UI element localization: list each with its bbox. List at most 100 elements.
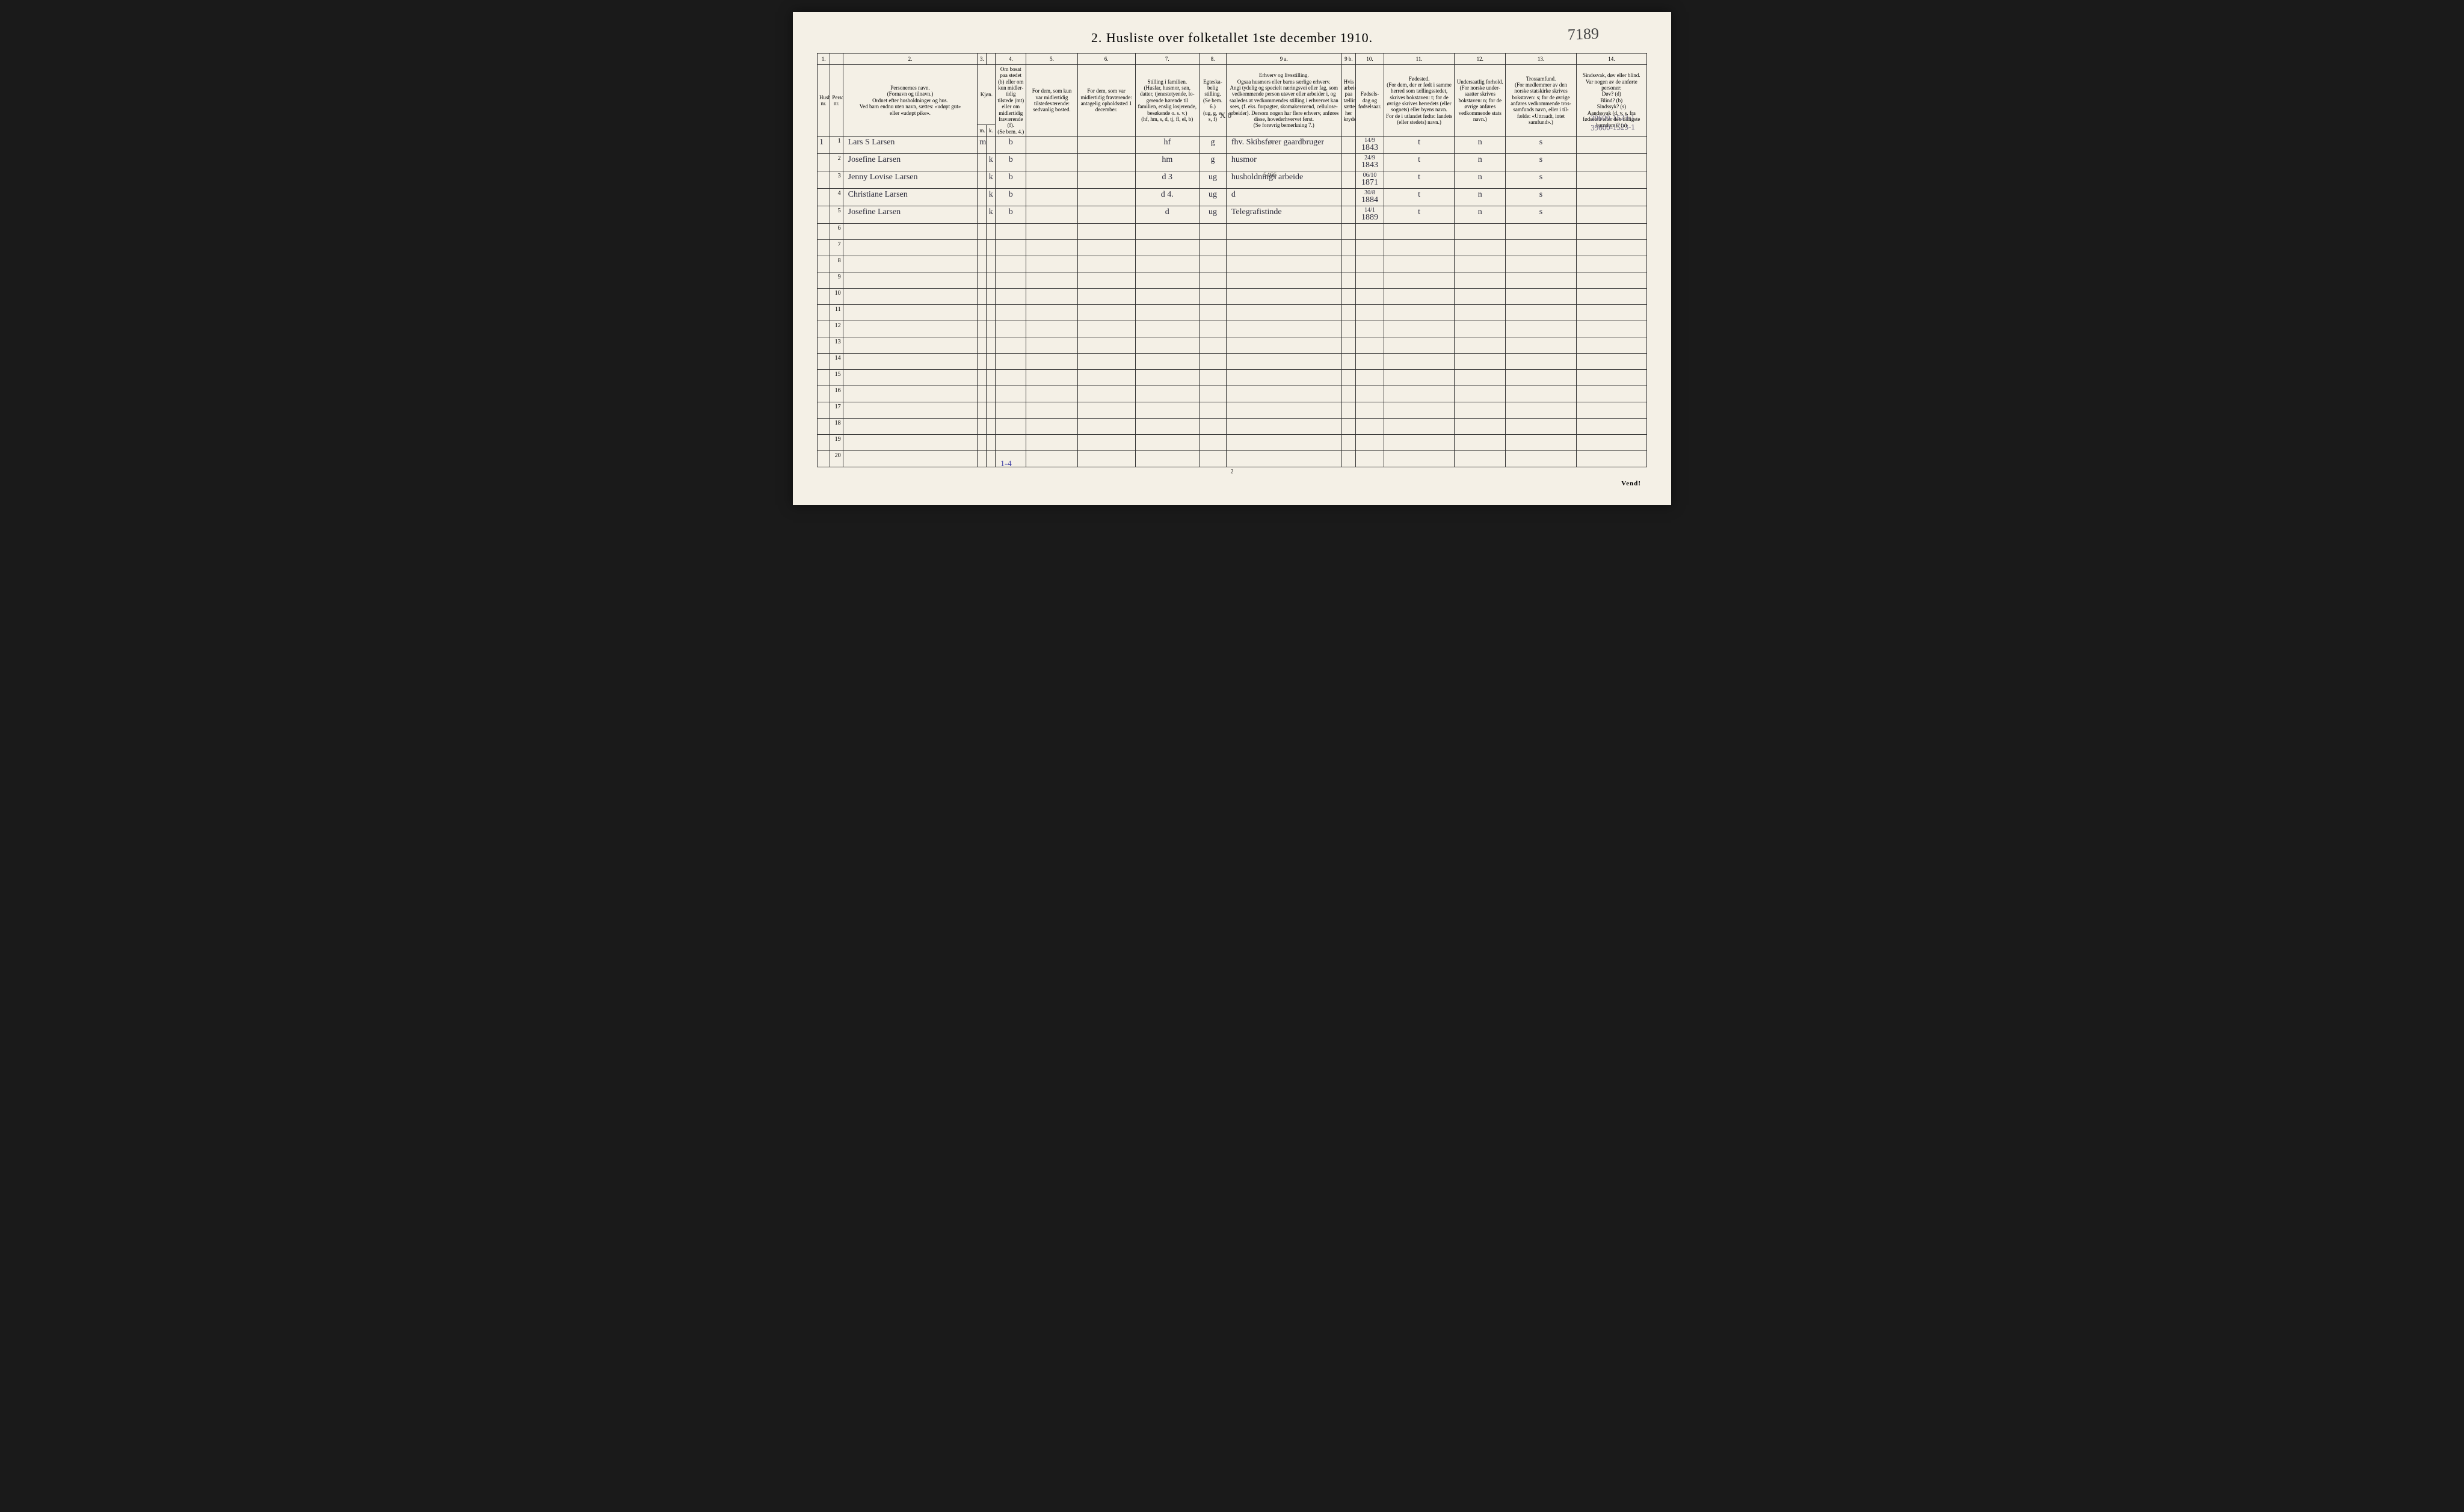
cell-pn: 10 — [830, 289, 843, 305]
cell-m — [978, 154, 987, 171]
cell-pn: 12 — [830, 321, 843, 337]
cell-c5 — [1026, 137, 1077, 154]
cell-c13 — [1506, 354, 1576, 370]
cell-pn: 14 — [830, 354, 843, 370]
table-row: 17 — [818, 402, 1647, 419]
col-header: Personernes nr. — [830, 65, 843, 137]
cell-m — [978, 189, 987, 206]
cell-c11: t — [1384, 137, 1454, 154]
cell-c12 — [1455, 289, 1506, 305]
cell-pn: 16 — [830, 386, 843, 402]
cell-hh — [818, 272, 830, 289]
census-page: 7189 39600-1523-1 39600-1523-1 X 0 5466 … — [793, 12, 1671, 505]
cell-name — [843, 386, 978, 402]
cell-c7: hm — [1135, 154, 1200, 171]
cell-c6 — [1077, 386, 1135, 402]
table-row: 15 — [818, 370, 1647, 386]
cell-c5 — [1026, 370, 1077, 386]
col-num: 9 a. — [1226, 54, 1341, 65]
cell-c13 — [1506, 224, 1576, 240]
cell-c11: t — [1384, 154, 1454, 171]
cell-c9b — [1341, 189, 1355, 206]
cell-c10 — [1356, 272, 1384, 289]
cell-bf: b — [996, 154, 1026, 171]
cell-c10 — [1356, 289, 1384, 305]
col-header: Fødsels­dag og fødsels­aar. — [1356, 65, 1384, 137]
cell-c11 — [1384, 419, 1454, 435]
cell-c9a — [1226, 337, 1341, 354]
cell-c9b — [1341, 240, 1355, 256]
cell-c14 — [1576, 370, 1646, 386]
col-header: Fødested.(For dem, der er født i samme h… — [1384, 65, 1454, 137]
cell-c7 — [1135, 354, 1200, 370]
cell-c12 — [1455, 272, 1506, 289]
col-header: Kjøn. — [978, 65, 996, 125]
cell-c14 — [1576, 337, 1646, 354]
cell-pn: 1 — [830, 137, 843, 154]
cell-c7: d 3 — [1135, 171, 1200, 189]
cell-bf: b — [996, 137, 1026, 154]
cell-c14 — [1576, 402, 1646, 419]
cell-c11: t — [1384, 171, 1454, 189]
cell-c11 — [1384, 289, 1454, 305]
table-row: 3Jenny Lovise Larsenkbd 3ughusholdnings … — [818, 171, 1647, 189]
cell-hh — [818, 240, 830, 256]
cell-m — [978, 386, 987, 402]
cell-c9a — [1226, 289, 1341, 305]
cell-name — [843, 435, 978, 451]
archive-annotation-line2: 39600-1523-1 — [1591, 122, 1635, 132]
cell-c5 — [1026, 206, 1077, 224]
cell-pn: 20 — [830, 451, 843, 467]
cell-c11 — [1384, 337, 1454, 354]
cell-c12: n — [1455, 171, 1506, 189]
cell-m: m — [978, 137, 987, 154]
cell-hh — [818, 370, 830, 386]
cell-hh — [818, 206, 830, 224]
cell-c8: ug — [1200, 189, 1227, 206]
cell-m — [978, 289, 987, 305]
cell-c9a — [1226, 419, 1341, 435]
column-header-row: Husholdningernes nr.Personernes nr.Perso… — [818, 65, 1647, 125]
cell-bf: b — [996, 206, 1026, 224]
cell-c13: s — [1506, 137, 1576, 154]
cell-pn: 9 — [830, 272, 843, 289]
cell-c13: s — [1506, 171, 1576, 189]
col-header: Hvis arbeidsledig paa tællingstiden sætt… — [1341, 65, 1355, 137]
cell-c6 — [1077, 337, 1135, 354]
cell-hh — [818, 321, 830, 337]
cell-c11 — [1384, 305, 1454, 321]
cell-c6 — [1077, 171, 1135, 189]
cell-c8: ug — [1200, 171, 1227, 189]
cell-c14 — [1576, 256, 1646, 272]
page-title: 2. Husliste over folketallet 1ste decemb… — [817, 30, 1647, 46]
cell-hh — [818, 419, 830, 435]
cell-c12 — [1455, 321, 1506, 337]
cell-c9a — [1226, 256, 1341, 272]
cell-bf — [996, 337, 1026, 354]
cell-c6 — [1077, 206, 1135, 224]
cell-c5 — [1026, 402, 1077, 419]
cell-pn: 13 — [830, 337, 843, 354]
cell-c12: n — [1455, 154, 1506, 171]
cell-c12: n — [1455, 206, 1506, 224]
cell-c14 — [1576, 354, 1646, 370]
cell-pn: 3 — [830, 171, 843, 189]
cell-c13 — [1506, 370, 1576, 386]
cell-c14 — [1576, 419, 1646, 435]
col-num: 5. — [1026, 54, 1077, 65]
cell-c11 — [1384, 370, 1454, 386]
cell-c13 — [1506, 272, 1576, 289]
cell-c8: ug — [1200, 206, 1227, 224]
cell-c11 — [1384, 435, 1454, 451]
cell-m — [978, 272, 987, 289]
cell-c13 — [1506, 321, 1576, 337]
cell-c8 — [1200, 256, 1227, 272]
cell-k — [987, 224, 996, 240]
cell-c8 — [1200, 337, 1227, 354]
col-num: 7. — [1135, 54, 1200, 65]
cell-m — [978, 171, 987, 189]
cell-hh — [818, 224, 830, 240]
cell-pn: 6 — [830, 224, 843, 240]
cell-c5 — [1026, 189, 1077, 206]
cell-c5 — [1026, 419, 1077, 435]
